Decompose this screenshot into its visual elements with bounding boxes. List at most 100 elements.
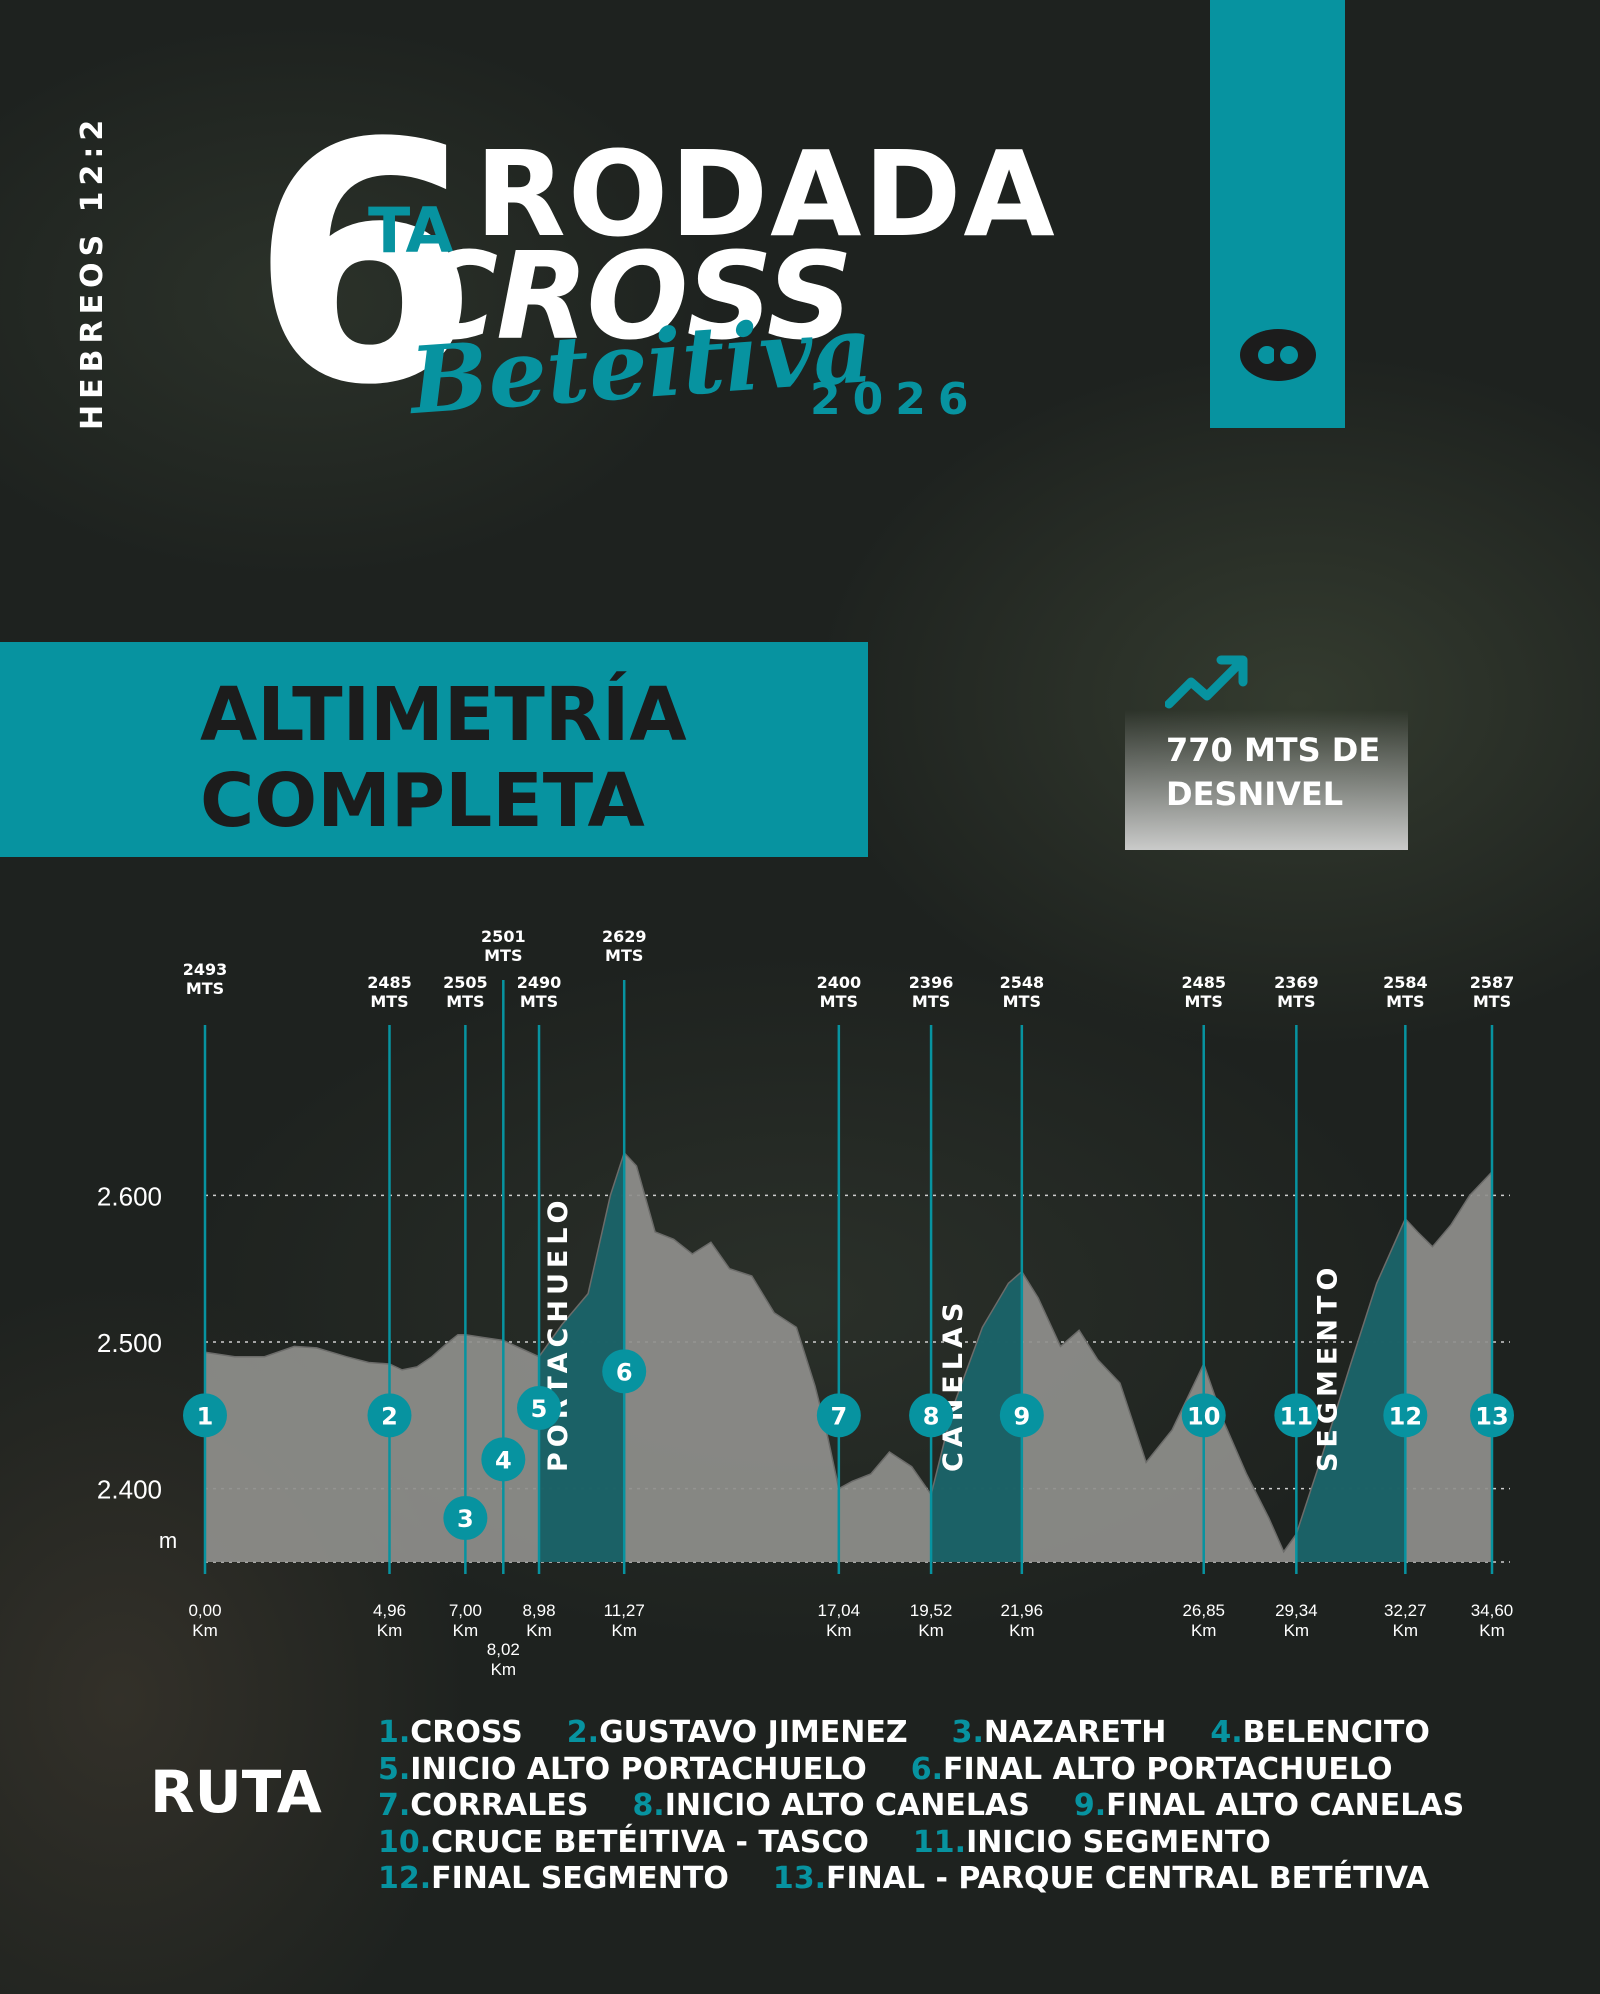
route-item-name: NAZARETH bbox=[983, 1715, 1167, 1750]
route-item: 3.NAZARETH bbox=[952, 1716, 1167, 1750]
km-unit: Km bbox=[1479, 1621, 1505, 1640]
route-item: 1.CROSS bbox=[378, 1716, 523, 1750]
logo-ta: TA bbox=[368, 194, 454, 267]
elevation-gain-box bbox=[1125, 650, 1408, 850]
route-item-name: CORRALES bbox=[410, 1788, 589, 1823]
elevation-label: 2493 bbox=[183, 960, 228, 979]
km-unit: Km bbox=[1191, 1621, 1217, 1640]
elevation-gain-line2: DESNIVEL bbox=[1166, 775, 1344, 813]
route-item-name: INICIO SEGMENTO bbox=[966, 1824, 1271, 1860]
climb-label: PORTACHUELO bbox=[543, 1195, 574, 1472]
route-item-name: INICIO ALTO PORTACHUELO bbox=[410, 1751, 867, 1787]
elevation-gain-text: 770 MTS DE DESNIVEL bbox=[1166, 728, 1380, 816]
route-item-number: 9. bbox=[1073, 1788, 1107, 1823]
route-item: 7.CORRALES bbox=[378, 1789, 588, 1823]
elevation-unit: MTS bbox=[484, 946, 522, 965]
route-item-name: GUSTAVO JIMENEZ bbox=[599, 1715, 908, 1750]
marker-circle bbox=[1383, 1393, 1428, 1438]
route-item-name: BELENCITO bbox=[1242, 1715, 1430, 1750]
route-line: 7.CORRALES 8.INICIO ALTO CANELAS 9.FINAL A… bbox=[378, 1789, 1508, 1823]
marker-circle bbox=[1470, 1393, 1514, 1438]
km-unit: Km bbox=[1009, 1621, 1035, 1640]
marker-number: 2 bbox=[381, 1402, 398, 1430]
km-label: 26,85 bbox=[1182, 1601, 1225, 1620]
section-title: ALTIMETRÍA COMPLETA bbox=[200, 672, 687, 844]
marker-circle bbox=[183, 1393, 227, 1438]
km-label: 34,60 bbox=[1471, 1601, 1514, 1620]
elevation-unit: MTS bbox=[820, 992, 858, 1011]
marker-number: 12 bbox=[1389, 1402, 1422, 1430]
elevation-unit: MTS bbox=[370, 992, 408, 1011]
route-item: 8.INICIO ALTO CANELAS bbox=[632, 1789, 1029, 1823]
elevation-unit: MTS bbox=[1277, 992, 1315, 1011]
elevation-label: 2485 bbox=[1181, 973, 1226, 992]
marker-circle bbox=[367, 1393, 412, 1438]
marker-circle bbox=[602, 1349, 647, 1394]
elevation-label: 2490 bbox=[517, 973, 562, 992]
route-item: 2.GUSTAVO JIMENEZ bbox=[567, 1716, 908, 1750]
km-label: 8,98 bbox=[522, 1601, 555, 1620]
elevation-label: 2369 bbox=[1274, 973, 1319, 992]
elevation-unit: MTS bbox=[186, 979, 224, 998]
marker-number: 10 bbox=[1187, 1402, 1220, 1430]
elevation-chart: 2.400 2.500 2.600 m PORTACHUELO CANELAS SEGMEN… bbox=[97, 927, 1515, 1679]
marker-circle bbox=[1274, 1393, 1319, 1438]
marker-circle bbox=[816, 1393, 861, 1438]
km-label: 8,02 bbox=[487, 1640, 520, 1659]
km-label: 17,04 bbox=[818, 1601, 861, 1620]
route-item-name: CRUCE BETÉITIVA - TASCO bbox=[431, 1824, 869, 1860]
elevation-profile-line bbox=[204, 1151, 1493, 1554]
elevation-unit: MTS bbox=[912, 992, 950, 1011]
elevation-profile-area bbox=[205, 1152, 1492, 1562]
elevation-label: 2587 bbox=[1470, 973, 1515, 992]
route-item: 9.FINAL ALTO CANELAS bbox=[1074, 1789, 1464, 1823]
route-line: 5.INICIO ALTO PORTACHUELO 6.FINAL ALTO PO… bbox=[378, 1751, 1436, 1787]
km-label: 7,00 bbox=[449, 1601, 482, 1620]
logo-six: 6 bbox=[250, 73, 480, 457]
route-item-number: 4. bbox=[1210, 1715, 1243, 1750]
route-line: 1.CROSS 2.GUSTAVO JIMENEZ 3.NAZARETH 4.BELE… bbox=[378, 1716, 1474, 1750]
elevation-unit: MTS bbox=[1185, 992, 1223, 1011]
route-item-number: 7. bbox=[378, 1788, 411, 1823]
elevation-label: 2629 bbox=[602, 927, 647, 946]
km-label: 19,52 bbox=[910, 1601, 953, 1620]
marker-circle bbox=[443, 1496, 488, 1540]
marker-number: 8 bbox=[923, 1402, 940, 1430]
elevation-label: 2548 bbox=[1000, 973, 1045, 992]
marker-number: 11 bbox=[1280, 1402, 1313, 1430]
route-line: 10.CRUCE BETÉITIVA - TASCO 11.INICIO SEGM… bbox=[378, 1824, 1315, 1860]
route-item-name: FINAL ALTO PORTACHUELO bbox=[943, 1751, 1393, 1787]
verse-label: HEBREOS 12:2 bbox=[75, 113, 110, 430]
route-item-number: 12. bbox=[378, 1861, 432, 1896]
marker-circle bbox=[1181, 1393, 1226, 1438]
route-item-name: INICIO ALTO CANELAS bbox=[664, 1788, 1030, 1823]
route-item: 10.CRUCE BETÉITIVA - TASCO bbox=[378, 1824, 869, 1860]
y-tick-label: 2.600 bbox=[97, 1181, 162, 1211]
km-unit: Km bbox=[1284, 1621, 1310, 1640]
route-label: RUTA bbox=[150, 1758, 322, 1826]
km-label: 32,27 bbox=[1384, 1601, 1427, 1620]
marker-number: 13 bbox=[1475, 1402, 1508, 1430]
km-label: 21,96 bbox=[1001, 1601, 1044, 1620]
km-label: 0,00 bbox=[188, 1601, 221, 1620]
km-label: 4,96 bbox=[373, 1601, 406, 1620]
elevation-label: 2396 bbox=[909, 973, 954, 992]
route-item-number: 13. bbox=[772, 1861, 826, 1896]
event-logo: 6 TA RODADA CROSS Beteitiva 2026 bbox=[250, 100, 1055, 460]
logo-cross: CROSS bbox=[410, 228, 853, 367]
route-item: 4.BELENCITO bbox=[1210, 1716, 1430, 1750]
route-item-number: 2. bbox=[566, 1715, 600, 1750]
route-item: 5.INICIO ALTO PORTACHUELO bbox=[378, 1751, 867, 1787]
marker-circle bbox=[517, 1386, 562, 1430]
marker-number: 3 bbox=[457, 1505, 474, 1533]
route-item-name: FINAL - PARQUE CENTRAL BETÉTIVA bbox=[826, 1861, 1430, 1896]
km-unit: Km bbox=[377, 1621, 403, 1640]
section-title-line1: ALTIMETRÍA bbox=[200, 672, 687, 758]
km-unit: Km bbox=[192, 1621, 218, 1640]
km-unit: Km bbox=[826, 1621, 852, 1640]
km-unit: Km bbox=[453, 1621, 479, 1640]
elevation-unit: MTS bbox=[520, 992, 558, 1011]
route-item-name: CROSS bbox=[410, 1715, 523, 1750]
marker-circle bbox=[481, 1437, 526, 1482]
km-unit: Km bbox=[526, 1621, 552, 1640]
